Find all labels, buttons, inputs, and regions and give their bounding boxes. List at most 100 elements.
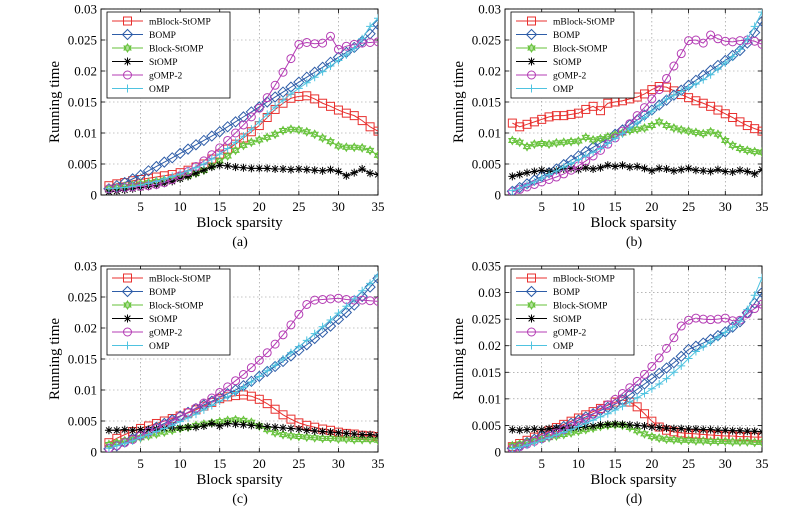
data-point [596,144,605,153]
data-point [373,435,378,446]
data-point [632,402,642,412]
legend-marker [527,57,536,66]
legend-label: Block-StOMP [149,302,203,312]
data-point [691,435,701,446]
x-tick-label: 10 [572,456,585,471]
data-point [279,96,288,105]
data-point [640,421,649,430]
data-point [316,326,329,339]
data-point [238,370,248,379]
data-point [279,423,288,432]
legend-label: gOMP-2 [553,329,587,339]
data-point [302,299,312,309]
data-point [152,427,161,436]
data-point [286,424,295,433]
data-point [654,116,664,127]
data-point [271,423,280,432]
data-point [144,430,153,439]
data-point [750,427,759,436]
data-point [750,36,760,46]
y-tick-label: 0 [91,445,98,460]
legend-label: mBlock-StOMP [553,18,615,28]
y-tick-label: 0.03 [478,285,501,300]
data-point [581,163,590,172]
data-point [596,163,605,172]
data-point [223,419,232,428]
data-point [728,426,737,435]
data-point [750,146,759,157]
legend-marker [123,84,132,93]
data-point [168,172,177,181]
data-point [270,404,280,414]
data-point [364,281,376,293]
data-point [581,419,590,428]
data-point [757,39,762,49]
data-point [120,425,129,434]
data-point [104,426,113,435]
data-point [324,320,337,332]
data-point [677,361,686,370]
data-point [640,103,650,113]
data-point [691,127,701,138]
data-point [640,409,650,419]
data-point [611,134,620,143]
data-point [237,111,250,123]
data-point [545,170,554,179]
data-point [552,424,561,433]
data-point [611,406,620,415]
data-point [158,156,171,168]
data-point [552,137,561,148]
data-point [326,433,335,444]
data-point [750,291,759,300]
data-point [255,421,264,430]
legend-label: StOMP [149,315,178,325]
data-point [655,423,664,432]
data-point [326,315,335,324]
x-tick-label: 30 [719,199,732,214]
data-point [350,294,359,303]
data-point [545,433,554,442]
data-point [302,432,312,443]
data-point [603,409,612,418]
data-point [215,161,224,170]
data-point [647,423,656,432]
data-point [372,18,378,31]
data-point [640,369,650,379]
x-tick-label: 30 [719,456,732,471]
data-point [654,85,664,95]
data-point [374,170,378,179]
data-point [647,361,657,371]
data-point [720,135,730,146]
data-point [530,177,539,186]
data-point [757,437,762,448]
data-point [294,425,303,434]
data-point [676,321,686,331]
data-point [567,425,576,434]
data-point [675,350,687,363]
data-point [515,184,524,193]
data-point [223,161,232,170]
data-point [625,398,634,407]
x-axis-label: Block sparsity [590,215,677,231]
data-point [735,36,745,46]
data-point [223,135,233,145]
data-point [750,169,759,178]
data-point [669,424,678,433]
data-point [750,22,759,31]
data-point [706,425,715,434]
data-point [758,273,762,282]
data-point [279,355,288,363]
data-point [618,420,627,429]
legend-marker [123,299,132,311]
x-tick-label: 5 [137,199,144,214]
data-point [617,389,627,399]
data-point [523,425,532,434]
data-point [669,333,679,343]
data-point [699,425,708,434]
data-point [589,421,598,430]
data-point [566,109,576,119]
y-tick-label: 0.03 [478,2,501,17]
data-point [326,136,335,147]
data-point [611,419,620,428]
data-point [530,425,539,434]
